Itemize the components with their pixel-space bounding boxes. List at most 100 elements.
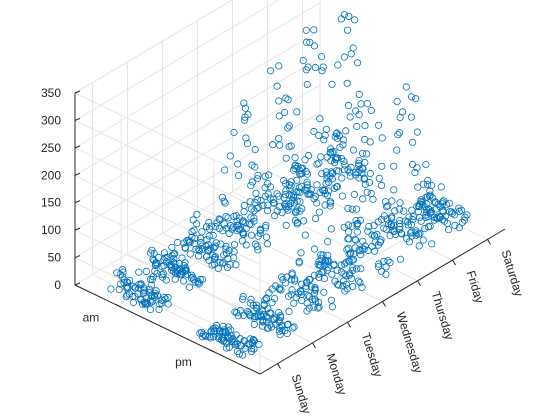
data-point: [320, 186, 328, 194]
data-point: [289, 324, 297, 332]
data-point: [304, 151, 313, 160]
z-tick-label: 100: [41, 223, 61, 237]
data-point: [250, 345, 258, 353]
data-point: [315, 303, 323, 311]
data-point: [304, 63, 312, 71]
data-point: [367, 106, 375, 115]
z-tick-label: 350: [41, 86, 61, 100]
data-point: [181, 243, 189, 252]
data-point: [413, 128, 421, 136]
data-point: [214, 264, 222, 272]
data-point: [178, 267, 186, 276]
wall-grid-line: [74, 2, 321, 149]
data-point: [284, 124, 292, 132]
data-point: [391, 207, 399, 215]
data-point: [313, 181, 321, 189]
data-point: [356, 278, 364, 287]
data-point: [368, 231, 376, 239]
data-point: [355, 174, 363, 182]
data-point: [359, 165, 367, 173]
data-point: [254, 246, 262, 254]
data-point: [353, 59, 362, 67]
data-point: [415, 214, 424, 222]
data-point: [407, 93, 416, 101]
data-point: [242, 241, 250, 249]
data-point: [430, 216, 438, 224]
data-point: [263, 180, 271, 188]
data-point: [362, 150, 371, 158]
x-tick: [277, 363, 281, 369]
data-point: [155, 305, 163, 314]
data-point: [333, 280, 342, 288]
data-point: [326, 198, 334, 206]
data-point: [171, 269, 179, 277]
data-point: [344, 101, 353, 110]
data-point: [390, 162, 398, 170]
wall-grid-line: [74, 84, 321, 231]
data-point: [411, 168, 419, 177]
data-point: [179, 277, 188, 285]
data-point: [239, 351, 247, 359]
data-point: [235, 350, 243, 358]
data-point: [355, 111, 363, 119]
data-point: [295, 257, 303, 266]
data-point: [455, 224, 463, 232]
data-point: [278, 326, 286, 335]
data-point: [282, 94, 290, 102]
data-point: [222, 242, 230, 250]
data-point: [267, 323, 276, 331]
data-point: [303, 178, 311, 186]
data-point: [239, 218, 247, 226]
data-point: [310, 26, 318, 34]
data-point: [223, 250, 231, 258]
data-point: [282, 221, 290, 229]
data-point: [158, 271, 166, 279]
data-point: [145, 288, 153, 296]
data-point: [219, 322, 227, 330]
data-point: [328, 303, 336, 311]
data-point: [188, 228, 196, 236]
data-point: [317, 52, 326, 61]
data-point: [436, 214, 444, 222]
data-point: [247, 220, 255, 229]
x-tick: [347, 321, 351, 328]
x-tick-label: Saturday: [499, 248, 526, 298]
data-point: [301, 231, 309, 239]
data-point: [226, 152, 234, 160]
data-point: [158, 299, 166, 307]
data-point: [263, 313, 272, 322]
data-point: [299, 56, 307, 65]
data-point: [116, 280, 125, 288]
data-point: [269, 141, 277, 149]
data-point: [316, 115, 324, 123]
data-point: [374, 263, 382, 271]
data-point: [300, 217, 308, 225]
data-point: [334, 61, 342, 69]
data-point: [323, 238, 332, 246]
data-point: [327, 168, 335, 176]
x-tick-label: Wednesday: [394, 310, 426, 374]
data-point: [310, 271, 319, 279]
data-point: [149, 273, 157, 281]
data-point: [314, 304, 322, 312]
data-point: [261, 192, 269, 200]
data-point: [357, 265, 365, 273]
data-point: [415, 202, 423, 211]
data-point: [285, 122, 293, 130]
data-point: [202, 332, 210, 340]
data-point: [444, 226, 453, 234]
data-point: [407, 113, 416, 121]
data-point: [182, 264, 190, 272]
data-point: [209, 231, 217, 240]
data-point: [188, 271, 196, 279]
data-point: [199, 245, 207, 253]
data-point: [311, 284, 319, 292]
data-point: [382, 270, 390, 278]
data-point: [424, 213, 432, 221]
data-point: [268, 298, 276, 307]
data-point: [240, 208, 248, 216]
data-point: [311, 215, 320, 223]
data-point: [422, 211, 430, 219]
data-point: [170, 250, 178, 258]
data-point: [186, 238, 194, 246]
